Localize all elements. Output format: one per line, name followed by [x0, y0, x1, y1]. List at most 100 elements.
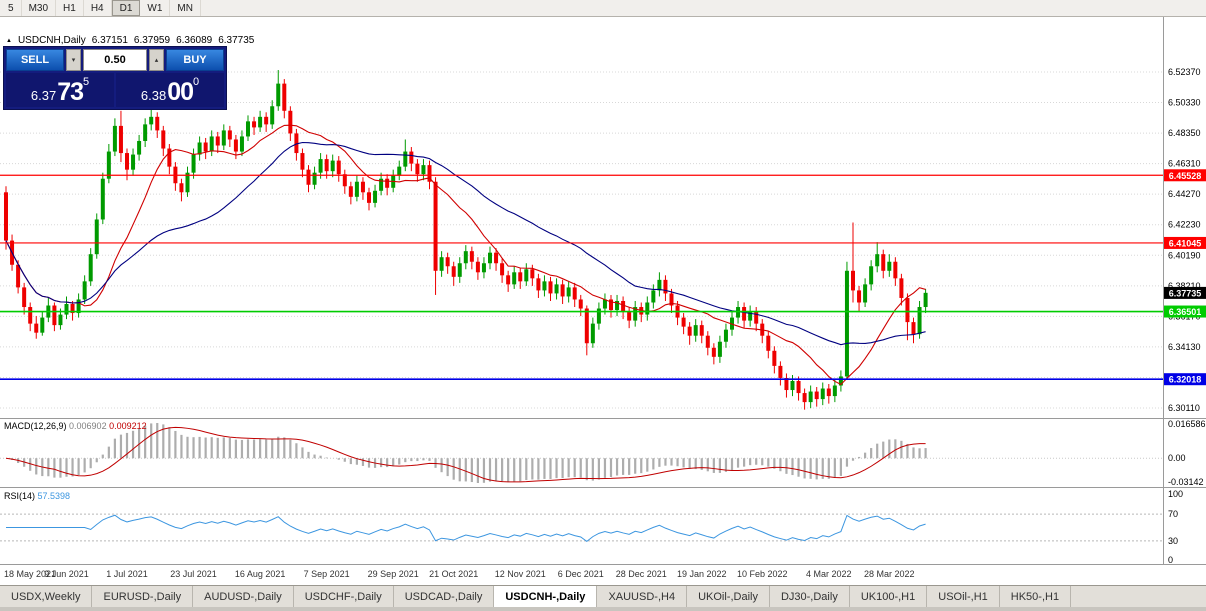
- buy-price-prefix: 6.38: [140, 88, 167, 103]
- candle-body: [421, 165, 426, 175]
- chart-tab-uk100-h1[interactable]: UK100-,H1: [850, 586, 928, 607]
- chart-tab-audusd-daily[interactable]: AUDUSD-,Daily: [193, 586, 294, 607]
- candle-body: [754, 311, 759, 324]
- candle-body: [814, 391, 819, 400]
- candle-body: [463, 251, 468, 264]
- candle-body: [82, 281, 87, 300]
- candle-body: [917, 307, 922, 335]
- candle-body: [875, 254, 880, 267]
- chart-tab-usdchf-daily[interactable]: USDCHF-,Daily: [294, 586, 394, 607]
- ma-fast-line: [5, 124, 926, 386]
- time-axis-label: 1 Jul 2021: [106, 569, 148, 579]
- time-axis-label: 6 Dec 2021: [558, 569, 604, 579]
- candle-body: [488, 252, 492, 264]
- time-axis-label: 19 Jan 2022: [677, 569, 727, 579]
- candle-body: [542, 281, 547, 291]
- ohlc-low: 6.36089: [176, 35, 213, 46]
- candle-body: [748, 311, 753, 321]
- macd-histogram: [10, 423, 927, 483]
- timeframe-button-d1[interactable]: D1: [111, 0, 141, 16]
- candle-body: [191, 154, 196, 173]
- candle-body: [784, 377, 789, 391]
- candle-body: [88, 254, 93, 282]
- time-axis-label: 18 May 2021: [4, 569, 56, 579]
- candle-body: [155, 116, 160, 131]
- main-chart[interactable]: 6.52370 6.50330 6.48350 6.46310 6.44270 6.422…: [0, 17, 1206, 585]
- candle-body: [808, 391, 813, 403]
- candle-body: [439, 257, 444, 271]
- symbol-timeframe-label: USDCNH,Daily: [17, 35, 86, 46]
- candle-body: [258, 116, 263, 128]
- buy-price-display[interactable]: 6.38 00 0: [116, 73, 224, 107]
- chart-tab-usoil-h1[interactable]: USOil-,H1: [927, 586, 1000, 607]
- chart-tab-xauusd-h4[interactable]: XAUUSD-,H4: [597, 586, 688, 607]
- candle-body: [766, 335, 771, 351]
- sell-button[interactable]: SELL: [6, 49, 64, 71]
- volume-decrease-button[interactable]: ▾: [66, 49, 81, 71]
- chart-tab-usdx-weekly[interactable]: USDX,Weekly: [0, 586, 93, 607]
- candle-body: [215, 136, 220, 146]
- volume-input[interactable]: [83, 49, 147, 71]
- price-tag-6.45528: 6.45528: [1164, 169, 1206, 182]
- time-axis-label: 10 Feb 2022: [737, 569, 788, 579]
- time-axis-label: 4 Mar 2022: [806, 569, 852, 579]
- candle-body: [524, 269, 529, 282]
- candle-body: [342, 174, 347, 187]
- candle-body: [560, 284, 565, 297]
- buy-button[interactable]: BUY: [166, 49, 224, 71]
- time-axis-label: 16 Aug 2021: [235, 569, 286, 579]
- candle-body: [233, 139, 238, 152]
- volume-increase-button[interactable]: ▴: [149, 49, 164, 71]
- price-tag-6.37735: 6.37735: [1164, 286, 1206, 299]
- candle-body: [282, 83, 287, 111]
- timeframe-button-m30[interactable]: M30: [22, 0, 57, 16]
- timeframe-button-mn[interactable]: MN: [170, 0, 201, 16]
- candle-body: [790, 380, 795, 391]
- time-axis-label: 28 Dec 2021: [616, 569, 667, 579]
- candle-body: [899, 278, 904, 298]
- candle-body: [838, 376, 843, 386]
- candle-body: [312, 172, 317, 185]
- svg-text:6.41045: 6.41045: [1169, 238, 1202, 248]
- candle-body: [566, 287, 571, 297]
- macd-signal-line: [5, 426, 926, 483]
- chart-tab-ukoil-daily[interactable]: UKOil-,Daily: [687, 586, 770, 607]
- candle-body: [276, 83, 281, 107]
- time-axis-label: 12 Nov 2021: [495, 569, 546, 579]
- candle-body: [427, 165, 432, 182]
- timeframe-button-w1[interactable]: W1: [140, 0, 171, 16]
- candle-body: [137, 140, 142, 155]
- svg-text:6.32018: 6.32018: [1169, 375, 1202, 385]
- candle-body: [246, 121, 250, 137]
- candle-body: [227, 130, 232, 140]
- candle-body: [893, 261, 898, 279]
- time-axis-label: 29 Sep 2021: [368, 569, 419, 579]
- ohlc-high: 6.37959: [133, 35, 171, 46]
- timeframe-button-5[interactable]: 5: [1, 0, 22, 16]
- candle-body: [294, 133, 299, 154]
- timeframe-button-h1[interactable]: H1: [56, 0, 84, 16]
- candle-body: [530, 269, 535, 279]
- chart-tab-eurusd-daily[interactable]: EURUSD-,Daily: [92, 586, 194, 607]
- candle-body: [469, 251, 474, 262]
- sell-price-display[interactable]: 6.37 73 5: [6, 73, 114, 107]
- chart-tab-usdcad-daily[interactable]: USDCAD-,Daily: [394, 586, 495, 607]
- price-axis-label: 6.52370: [1168, 67, 1201, 77]
- candle-body: [905, 297, 910, 323]
- candle-body: [512, 272, 517, 285]
- macd-axis-max: 0.016586: [1168, 419, 1206, 429]
- chart-tab-hk50-h1[interactable]: HK50-,H1: [1000, 586, 1072, 607]
- candle-body: [923, 292, 928, 308]
- price-tag-6.36501: 6.36501: [1164, 305, 1206, 318]
- chart-tab-usdcnh-daily[interactable]: USDCNH-,Daily: [494, 586, 598, 607]
- candle-body: [94, 219, 99, 255]
- candle-body: [179, 183, 184, 193]
- timeframe-button-h4[interactable]: H4: [84, 0, 112, 16]
- price-axis-label: 6.40190: [1168, 250, 1201, 260]
- candle-body: [379, 178, 384, 191]
- chart-tab-dj30-daily[interactable]: DJ30-,Daily: [770, 586, 850, 607]
- candle-body: [693, 325, 698, 336]
- candle-body: [457, 263, 462, 277]
- time-axis-label: 21 Oct 2021: [429, 569, 478, 579]
- candle-body: [717, 341, 722, 357]
